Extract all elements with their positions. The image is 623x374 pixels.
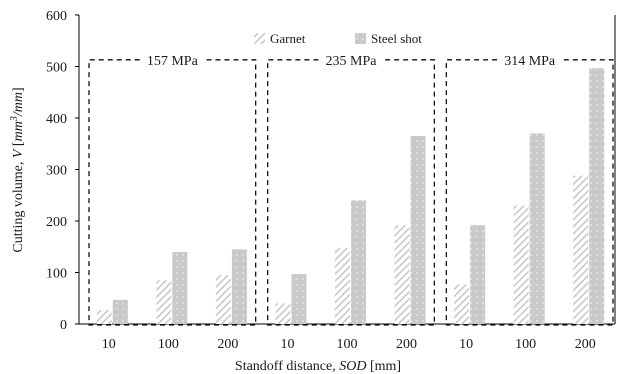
bar-steel-shot [172, 251, 188, 324]
bar-steel-shot [231, 249, 247, 324]
bar-garnet [335, 247, 350, 324]
bar-garnet [96, 310, 112, 324]
bar-garnet [513, 205, 529, 324]
bar-garnet [156, 280, 172, 324]
bar-garnet [454, 284, 470, 324]
bar-steel-shot [589, 68, 605, 324]
group-label: 235 MPa [326, 54, 378, 69]
bar-steel-shot [291, 274, 307, 324]
bar-garnet [573, 175, 589, 324]
bar-steel-shot [112, 299, 128, 324]
x-tick-label: 100 [337, 337, 358, 352]
bar-steel-shot [351, 200, 366, 324]
x-tick-label: 200 [575, 337, 596, 352]
group-label: 157 MPa [147, 54, 199, 69]
y-axis-ticks: 0 100 200 300 400 500 600 [46, 9, 79, 333]
x-axis-title: Standoff distance, SOD [mm] [235, 359, 401, 374]
bar-garnet [275, 303, 291, 324]
y-tick-label: 0 [60, 318, 67, 333]
legend: Garnet Steel shot [254, 31, 422, 46]
bar-steel-shot [410, 136, 426, 324]
x-axis-ticks: 10 100 200 10 100 200 10 100 200 [102, 337, 596, 352]
y-tick-label: 200 [46, 215, 67, 230]
legend-swatch-steel-shot [355, 33, 366, 44]
group-label: 314 MPa [504, 54, 556, 69]
y-tick-label: 100 [46, 267, 67, 282]
bar-garnet [394, 225, 410, 324]
x-tick-label: 200 [396, 337, 417, 352]
group-box [88, 59, 257, 326]
x-tick-label: 10 [280, 337, 294, 352]
bar-garnet [215, 275, 231, 324]
y-axis-title: Cutting volume, V [mm3/mm] [9, 87, 27, 252]
x-tick-label: 10 [102, 337, 116, 352]
bar-steel-shot [470, 225, 486, 324]
x-tick-label: 100 [515, 337, 536, 352]
x-tick-label: 100 [158, 337, 179, 352]
y-tick-label: 400 [46, 112, 67, 127]
bars [96, 68, 605, 324]
y-tick-label: 600 [46, 9, 67, 24]
group-box [267, 59, 435, 326]
legend-label-steel-shot: Steel shot [371, 31, 422, 46]
y-tick-label: 500 [46, 61, 67, 76]
legend-swatch-garnet [254, 33, 265, 44]
x-tick-label: 10 [459, 337, 473, 352]
group-box [445, 59, 614, 326]
y-tick-label: 300 [46, 164, 67, 179]
bar-steel-shot [529, 133, 545, 324]
legend-label-garnet: Garnet [270, 31, 306, 46]
x-tick-label: 200 [217, 337, 238, 352]
pressure-group-boxes: 157 MPa 235 MPa 314 MPa [88, 54, 614, 326]
